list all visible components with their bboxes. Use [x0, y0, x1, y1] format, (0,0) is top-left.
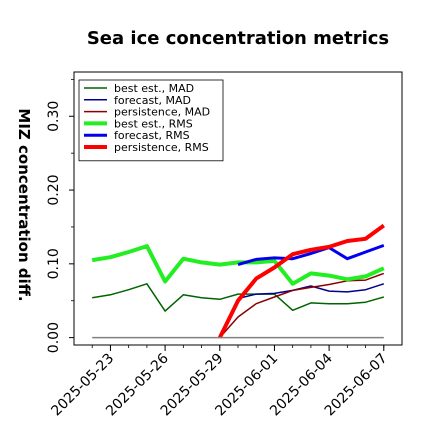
- legend-entry: forecast, MAD: [114, 94, 191, 107]
- y-tick-label: 0.10: [46, 248, 62, 279]
- series-persistence-rms: [218, 223, 385, 339]
- y-axis-label: MIZ concentration diff.: [15, 108, 33, 301]
- chart-title: Sea ice concentration metrics: [87, 28, 389, 49]
- legend-entry: best est., RMS: [114, 117, 193, 130]
- legend-entry: persistence, MAD: [114, 106, 210, 119]
- legend-entry: persistence, RMS: [114, 141, 209, 154]
- series-best-est-rms: [91, 244, 385, 286]
- series-forecast-mad: [237, 283, 385, 300]
- y-tick-label: 0.30: [46, 101, 62, 132]
- series-best-est-mad: [92, 283, 385, 312]
- series-persistence-mad: [219, 272, 385, 339]
- legend-entry: forecast, RMS: [114, 129, 190, 142]
- legend-entry: best est., MAD: [114, 82, 194, 95]
- y-tick-label: 0.00: [46, 322, 62, 353]
- y-tick-label: 0.20: [46, 174, 62, 205]
- series-forecast-rms: [237, 243, 385, 267]
